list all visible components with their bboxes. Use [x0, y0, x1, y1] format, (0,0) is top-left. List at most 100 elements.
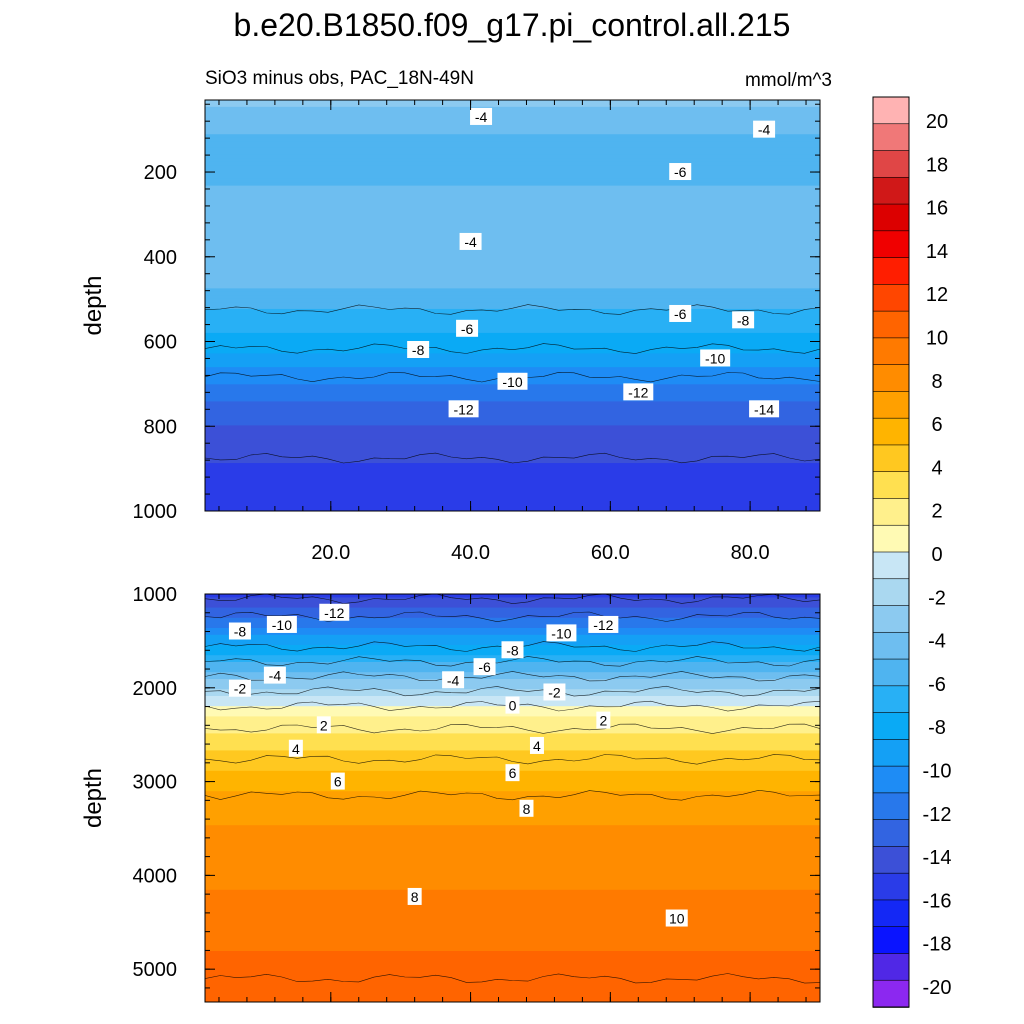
- heatmap-cell: [205, 298, 820, 303]
- heatmap-cell: [205, 418, 820, 423]
- contour-label-box: [228, 622, 251, 640]
- colorbar-tick-label: 6: [931, 414, 942, 436]
- heatmap-cell: [205, 808, 820, 813]
- heatmap-cell: [205, 855, 820, 860]
- heatmap-cell: [205, 869, 820, 874]
- colorbar-swatch: [872, 739, 910, 767]
- heatmap-cell: [205, 791, 820, 796]
- heatmap-cell: [205, 284, 820, 290]
- contour-line: [205, 685, 820, 697]
- contour-label-box: [266, 615, 297, 633]
- heatmap-cell: [205, 504, 820, 509]
- heatmap-cell: [205, 594, 820, 599]
- heatmap-cell: [205, 940, 820, 945]
- heatmap-cell: [205, 439, 820, 444]
- heatmap-cell: [205, 171, 820, 177]
- contour-label-box: [228, 679, 251, 697]
- chart-title: b.e20.B1850.f09_g17.pi_control.all.215: [234, 7, 791, 43]
- heatmap-cell: [205, 158, 820, 163]
- contour-label: -10: [272, 617, 292, 633]
- heatmap-cell: [205, 209, 820, 214]
- colorbar-swatch: [872, 310, 910, 339]
- heatmap-cell: [205, 961, 820, 966]
- heatmap-cell: [205, 240, 820, 245]
- heatmap-cell: [205, 445, 820, 451]
- heatmap-cell: [205, 360, 820, 365]
- colorbar-swatch: [872, 979, 910, 1008]
- heatmap-cell: [205, 202, 820, 207]
- y-tick-label: 5000: [133, 959, 178, 981]
- y-axis-label: depth: [80, 275, 107, 335]
- heatmap-cell: [205, 981, 820, 986]
- heatmap-cell: [205, 675, 820, 680]
- heatmap-cell: [205, 185, 820, 190]
- heatmap-cell: [205, 597, 820, 602]
- heatmap-cell: [205, 719, 820, 724]
- heatmap-cell: [205, 930, 820, 935]
- heatmap-cell: [205, 247, 820, 252]
- heatmap-cell: [205, 832, 820, 837]
- heatmap-cell: [205, 449, 820, 454]
- heatmap-cell: [205, 794, 820, 799]
- heatmap-cell: [205, 747, 820, 752]
- y-tick-label: 3000: [133, 772, 178, 794]
- heatmap-cell: [205, 900, 820, 905]
- heatmap-cell: [205, 175, 820, 180]
- contour-label-box: [319, 603, 350, 621]
- contour-line: [205, 304, 820, 315]
- colorbar-swatch: [872, 391, 910, 419]
- heatmap-cell: [205, 195, 820, 201]
- heatmap-cell: [205, 339, 820, 344]
- contour-label: -8: [412, 342, 425, 358]
- y-axis-label: depth: [80, 768, 107, 828]
- heatmap-cell: [205, 192, 820, 197]
- heatmap-cell: [205, 154, 820, 160]
- heatmap-cell: [205, 469, 820, 475]
- chart-subtitle: SiO3 minus obs, PAC_18N-49N: [205, 68, 474, 89]
- heatmap-cell: [205, 849, 820, 854]
- heatmap-cell: [205, 408, 820, 413]
- heatmap-cell: [205, 281, 820, 286]
- heatmap-cell: [205, 415, 820, 420]
- colorbar-swatch: [872, 846, 910, 874]
- colorbar-tick-label: -12: [923, 804, 952, 826]
- colorbar-swatch: [872, 524, 910, 553]
- colorbar-swatch: [872, 230, 910, 259]
- colorbar-swatch: [872, 96, 910, 125]
- heatmap-cell: [205, 315, 820, 320]
- heatmap-cell: [205, 910, 820, 915]
- y-tick-label: 1000: [133, 501, 178, 523]
- colorbar-swatch: [872, 605, 910, 634]
- heatmap-cell: [205, 305, 820, 310]
- heatmap-cell: [205, 397, 820, 403]
- heatmap-cell: [205, 363, 820, 368]
- heatmap-cell: [205, 825, 820, 830]
- heatmap-cell: [205, 893, 820, 898]
- colorbar-tick-label: -18: [923, 934, 952, 956]
- heatmap-cell: [205, 951, 820, 956]
- heatmap-cell: [205, 750, 820, 755]
- heatmap-cell: [205, 493, 820, 499]
- colorbar-swatch: [872, 631, 910, 660]
- heatmap-cell: [205, 123, 820, 129]
- x-tick-label: 80.0: [731, 542, 770, 564]
- heatmap-cell: [205, 147, 820, 153]
- heatmap-cell: [205, 917, 820, 922]
- contour-line: [205, 671, 820, 682]
- contour-label-box: [753, 120, 776, 138]
- heatmap-cell: [205, 161, 820, 166]
- contour-label: -4: [464, 234, 477, 250]
- heatmap-cell: [205, 421, 820, 427]
- colorbar-frame: [872, 96, 910, 1008]
- colorbar-swatch: [872, 551, 910, 580]
- colorbar-tick-label: -20: [923, 977, 952, 999]
- y-tick-label: 200: [144, 162, 177, 184]
- heatmap-cell: [205, 685, 820, 690]
- contour-label-box: [456, 319, 479, 337]
- heatmap-field: [205, 100, 820, 511]
- heatmap-cell: [205, 631, 820, 636]
- contour-label-box: [442, 671, 465, 689]
- heatmap-cell: [205, 859, 820, 864]
- heatmap-cell: [205, 617, 820, 622]
- heatmap-cell: [205, 459, 820, 464]
